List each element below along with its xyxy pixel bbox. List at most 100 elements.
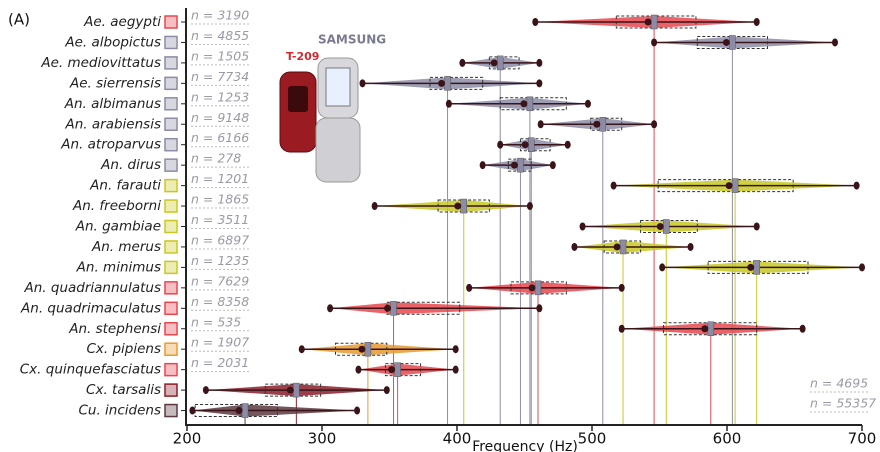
phone-silver-screen	[325, 67, 351, 107]
median	[650, 14, 658, 30]
color-swatch	[164, 56, 178, 70]
n-label: n = 4695	[810, 376, 868, 391]
median-dot	[388, 366, 396, 374]
median	[729, 35, 736, 50]
median-dot	[438, 79, 446, 87]
species-label: An. farauti	[89, 178, 161, 194]
color-swatch	[164, 219, 178, 234]
phone-red-screen	[288, 86, 308, 112]
median	[517, 157, 524, 173]
median	[526, 96, 534, 112]
whisker-end	[564, 140, 571, 149]
whisker-end	[383, 386, 390, 395]
n-label: n = 1907	[191, 335, 249, 350]
n-label: n = 535	[191, 314, 241, 329]
median	[599, 117, 607, 132]
median-dot	[613, 243, 621, 251]
color-swatch	[164, 15, 178, 29]
phone-model: T-209	[286, 50, 319, 63]
median-dot	[510, 161, 518, 169]
median	[619, 239, 627, 255]
n-label: n = 9148	[191, 110, 249, 125]
color-swatch	[164, 240, 178, 254]
phone-silver-keypad	[315, 117, 361, 183]
color-swatch	[164, 301, 178, 316]
whisker-end	[651, 120, 658, 129]
color-swatch	[164, 322, 178, 336]
whisker-end	[659, 263, 666, 272]
n-label: n = 2031	[191, 355, 249, 370]
color-swatch	[164, 281, 178, 295]
n-label: n = 55357	[810, 396, 876, 411]
iqr-box	[499, 97, 567, 111]
n-label: n = 6166	[191, 130, 249, 145]
species-label: An. minimus	[76, 259, 161, 275]
median-dot	[747, 263, 755, 271]
median	[390, 301, 397, 316]
median-dot	[722, 38, 730, 46]
median	[753, 260, 760, 275]
n-label: n = 4855	[191, 28, 249, 43]
whisker-end	[549, 161, 556, 170]
whisker-end	[536, 58, 543, 67]
median	[707, 321, 715, 336]
iqr-box	[386, 301, 461, 315]
whisker-end	[687, 242, 694, 251]
species-label: Cx. quinquefasciatus	[20, 362, 161, 378]
species-label: Cx. tarsalis	[86, 382, 161, 398]
species-label: An. arabiensis	[65, 116, 161, 132]
iqr-box	[488, 56, 520, 70]
whisker-end	[618, 324, 625, 333]
whisker-end	[536, 304, 543, 313]
species-label: An. gambiae	[75, 219, 161, 235]
species-label: An. freeborni	[72, 198, 161, 214]
whisker-end	[526, 202, 533, 211]
iqr-box	[384, 363, 422, 377]
n-label: n = 278	[191, 151, 241, 166]
color-swatch	[164, 35, 178, 50]
n-label: n = 1201	[191, 171, 249, 186]
whisker-end	[202, 386, 209, 395]
n-label: n = 7629	[191, 273, 249, 288]
color-swatch	[164, 403, 178, 418]
whisker-end	[371, 202, 378, 211]
x-tick-label: 200	[173, 430, 202, 448]
median-dot	[358, 345, 366, 353]
median-dot	[521, 141, 529, 149]
whisker-end	[832, 38, 838, 47]
x-tick-label: 600	[713, 430, 742, 448]
color-swatch	[164, 76, 178, 91]
whisker-end	[859, 263, 865, 272]
x-axis-label: Frequency (Hz)	[472, 439, 578, 452]
median	[394, 362, 401, 377]
whisker-end	[298, 345, 305, 354]
median-dot	[454, 202, 462, 210]
whisker-end	[459, 58, 466, 67]
whisker-end	[452, 365, 459, 374]
color-swatch	[164, 117, 178, 131]
species-label: An. atroparvus	[60, 137, 161, 153]
n-label: n = 1235	[191, 253, 249, 268]
iqr-box	[519, 138, 551, 152]
color-swatch	[164, 178, 178, 193]
species-label: Ae. albopictus	[64, 34, 161, 50]
median-dot	[656, 223, 664, 230]
median-dot	[644, 18, 652, 26]
x-tick-label: 300	[308, 430, 337, 448]
iqr-box	[657, 179, 794, 193]
median-dot	[286, 386, 294, 394]
color-swatch	[164, 158, 178, 172]
species-label: An. merus	[91, 239, 161, 255]
color-swatch	[164, 342, 178, 356]
whisker-end	[618, 283, 625, 292]
median	[444, 76, 451, 91]
color-swatch	[164, 362, 178, 377]
median	[663, 219, 670, 234]
whisker-end	[571, 242, 578, 251]
whisker-end	[466, 283, 473, 292]
color-swatch	[164, 260, 178, 275]
whisker-end	[479, 161, 486, 170]
x-tick-label: 400	[443, 430, 472, 448]
color-swatch	[164, 97, 178, 111]
median-dot	[701, 325, 709, 333]
